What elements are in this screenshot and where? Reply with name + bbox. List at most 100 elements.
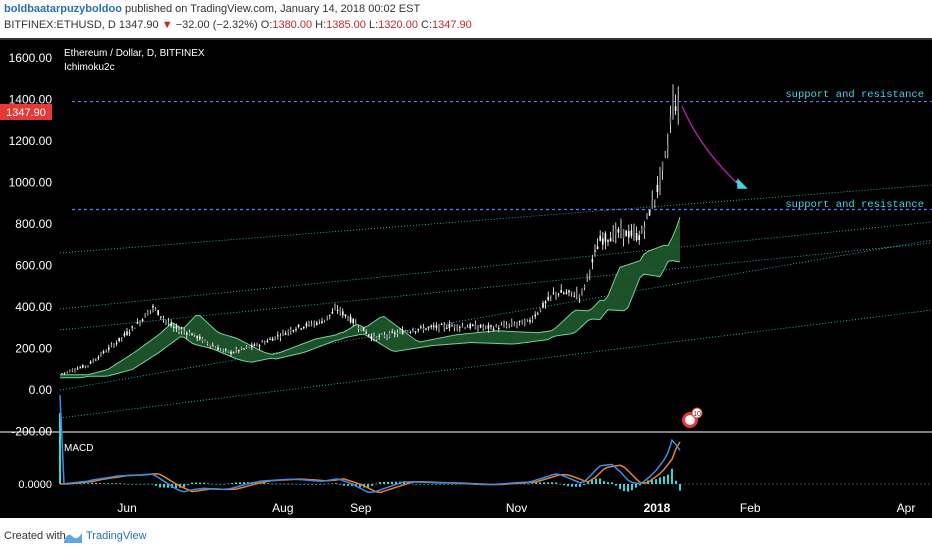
macd-histogram-bar (151, 483, 153, 485)
author-link[interactable]: boldbaatarpuzyboldoo (4, 3, 122, 15)
macd-histogram-bar (99, 483, 101, 484)
candle-body (165, 320, 167, 322)
candle-body (375, 336, 378, 340)
candle-body (383, 334, 386, 337)
channel-line (59, 221, 932, 310)
current-price-label: 1347.90 (6, 107, 46, 119)
price-chart[interactable]: 1600.00 1400.00 1200.00 1000.00 800.00 600.00… (0, 38, 932, 518)
candle-body (248, 346, 250, 348)
channel-line (59, 242, 932, 331)
candle-body (573, 295, 575, 297)
chart-area[interactable]: 1600.00 1400.00 1200.00 1000.00 800.00 600.00… (0, 38, 932, 518)
candle-body (209, 344, 211, 347)
macd-histogram-bar (323, 484, 325, 485)
candle-body (308, 322, 310, 324)
macd-histogram-bar (167, 484, 169, 488)
published-text: published on TradingView.com, January 14… (125, 3, 421, 15)
macd-histogram-bar (135, 484, 137, 485)
macd-histogram-bar (423, 484, 425, 485)
candle-body (459, 327, 461, 329)
candle-body (193, 333, 196, 336)
candle-body (557, 293, 560, 295)
candle-body (430, 325, 432, 327)
candle-body (453, 324, 456, 328)
tradingview-brand-link[interactable]: TradingView (86, 530, 147, 542)
candle-body (326, 315, 328, 319)
candle-body (212, 345, 214, 347)
candle-body (667, 144, 669, 150)
macd-histogram-bar (659, 477, 661, 484)
macd-histogram-bar (227, 483, 229, 485)
macd-histogram-bar (591, 479, 593, 484)
candle-body (243, 348, 245, 350)
macd-histogram-bar (319, 484, 321, 485)
macd-histogram-bar (139, 484, 141, 485)
macd-histogram-bar (343, 484, 345, 486)
macd-histogram-bar (451, 484, 453, 485)
macd-histogram-bar (667, 474, 669, 484)
candle-body (279, 336, 282, 338)
candle-body (175, 326, 178, 329)
candle-body (121, 337, 123, 339)
candle-body (126, 331, 128, 335)
macd-histogram-bar (87, 483, 89, 484)
flag-icon (685, 415, 695, 425)
y-tick-label: 1400.00 (9, 93, 53, 107)
candle-body (464, 327, 466, 329)
channel-line (59, 184, 932, 254)
candle-body (420, 326, 422, 328)
macd-histogram-bar (107, 483, 109, 484)
candle-body (256, 343, 258, 346)
candle-body (381, 334, 383, 336)
candle-body (219, 349, 222, 351)
channel-line (59, 239, 932, 391)
candle-body (178, 329, 180, 332)
candle-body (115, 342, 118, 344)
macd-histogram-bar (531, 483, 533, 484)
candle-body (440, 324, 443, 326)
candle-body (461, 325, 464, 327)
event-count-badge (691, 407, 703, 419)
candle-body (469, 324, 471, 329)
close-value: 1347.90 (432, 19, 472, 31)
macd-histogram-bar (527, 483, 529, 485)
candle-body (191, 333, 193, 336)
candle-body (620, 227, 622, 234)
candle-body (160, 316, 162, 318)
candle-body (240, 347, 243, 350)
candle-body (664, 152, 666, 156)
candle-body (232, 352, 235, 354)
candle-body (373, 335, 375, 339)
candle-body (524, 320, 526, 326)
macd-histogram-bar (215, 484, 217, 485)
candle-body (89, 361, 92, 364)
support-resistance-lines (72, 100, 932, 211)
macd-histogram-bar (203, 482, 205, 484)
macd-histogram-bar (83, 483, 85, 484)
annotation-lower: support and resistance (785, 199, 924, 211)
symbol-label: BITFINEX:ETHUSD, D (4, 19, 116, 31)
candle-body (529, 320, 531, 323)
candle-body (368, 334, 370, 336)
candle-body (531, 319, 534, 321)
candle-body (516, 323, 518, 325)
macd-histogram-bar (383, 481, 385, 484)
candle-body (71, 369, 74, 372)
candle-body (97, 357, 100, 359)
candle-body (526, 319, 529, 321)
macd-histogram-bar (147, 483, 149, 485)
candle-body (607, 240, 609, 242)
macd-histogram-bar (351, 484, 353, 486)
macd-histogram-bar (95, 482, 97, 484)
macd-histogram-bar (619, 484, 621, 489)
chart-title: Ethereum / Dollar, D, BITFINEX (64, 48, 205, 59)
candle-body (310, 324, 313, 326)
macd-histogram-bar (119, 483, 121, 484)
candle-body (66, 371, 68, 373)
macd-histogram-bar (91, 482, 93, 484)
candle-body (336, 309, 339, 311)
macd-histogram-bar (655, 479, 657, 484)
candle-body (297, 324, 300, 327)
candle-body (118, 337, 120, 342)
x-tick-label: Sep (350, 501, 372, 515)
